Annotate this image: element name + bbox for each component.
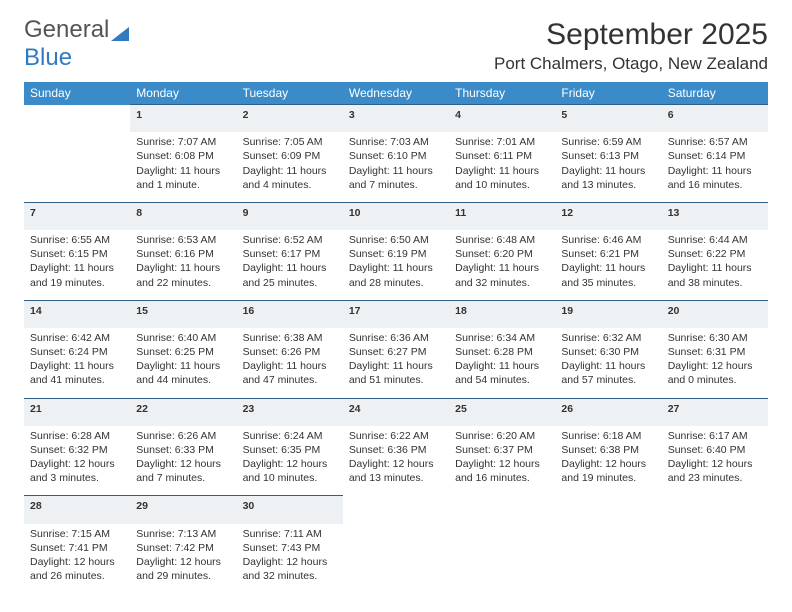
day-cell: Sunrise: 6:42 AMSunset: 6:24 PMDaylight:…	[24, 328, 130, 398]
title-block: September 2025 Port Chalmers, Otago, New…	[494, 18, 768, 74]
page-subtitle: Port Chalmers, Otago, New Zealand	[494, 54, 768, 74]
day-number: 2	[237, 105, 343, 133]
day-number: 17	[343, 300, 449, 328]
day-header: Saturday	[662, 82, 768, 105]
day-cell: Sunrise: 6:20 AMSunset: 6:37 PMDaylight:…	[449, 426, 555, 496]
day-cell: Sunrise: 6:18 AMSunset: 6:38 PMDaylight:…	[555, 426, 661, 496]
day-number: 8	[130, 202, 236, 230]
day-cell: Sunrise: 6:53 AMSunset: 6:16 PMDaylight:…	[130, 230, 236, 300]
day-number-row: 21222324252627	[24, 398, 768, 426]
day-number: 14	[24, 300, 130, 328]
day-number: 6	[662, 105, 768, 133]
day-header: Monday	[130, 82, 236, 105]
day-number: 11	[449, 202, 555, 230]
day-number: 23	[237, 398, 343, 426]
day-cell	[343, 524, 449, 594]
day-cell: Sunrise: 6:52 AMSunset: 6:17 PMDaylight:…	[237, 230, 343, 300]
day-headers-row: SundayMondayTuesdayWednesdayThursdayFrid…	[24, 82, 768, 105]
day-cell: Sunrise: 6:22 AMSunset: 6:36 PMDaylight:…	[343, 426, 449, 496]
day-number: 26	[555, 398, 661, 426]
day-number: 19	[555, 300, 661, 328]
day-cell: Sunrise: 6:24 AMSunset: 6:35 PMDaylight:…	[237, 426, 343, 496]
day-number-row: 78910111213	[24, 202, 768, 230]
day-number: 25	[449, 398, 555, 426]
logo-triangle-icon	[111, 22, 129, 46]
day-cell: Sunrise: 6:50 AMSunset: 6:19 PMDaylight:…	[343, 230, 449, 300]
day-header: Sunday	[24, 82, 130, 105]
day-number: 10	[343, 202, 449, 230]
day-header: Friday	[555, 82, 661, 105]
day-number: 9	[237, 202, 343, 230]
day-number: 7	[24, 202, 130, 230]
day-number: 3	[343, 105, 449, 133]
day-number: 28	[24, 496, 130, 524]
day-number-row: 14151617181920	[24, 300, 768, 328]
day-number: 13	[662, 202, 768, 230]
day-cell: Sunrise: 6:48 AMSunset: 6:20 PMDaylight:…	[449, 230, 555, 300]
calendar-table: SundayMondayTuesdayWednesdayThursdayFrid…	[24, 82, 768, 593]
day-header: Tuesday	[237, 82, 343, 105]
day-cell: Sunrise: 7:11 AMSunset: 7:43 PMDaylight:…	[237, 524, 343, 594]
day-cell: Sunrise: 6:34 AMSunset: 6:28 PMDaylight:…	[449, 328, 555, 398]
day-content-row: Sunrise: 7:15 AMSunset: 7:41 PMDaylight:…	[24, 524, 768, 594]
day-cell: Sunrise: 6:32 AMSunset: 6:30 PMDaylight:…	[555, 328, 661, 398]
day-number: 30	[237, 496, 343, 524]
logo: General Blue	[24, 18, 129, 73]
day-cell: Sunrise: 7:05 AMSunset: 6:09 PMDaylight:…	[237, 132, 343, 202]
day-cell: Sunrise: 6:40 AMSunset: 6:25 PMDaylight:…	[130, 328, 236, 398]
day-cell	[662, 524, 768, 594]
day-number: 4	[449, 105, 555, 133]
day-header: Thursday	[449, 82, 555, 105]
day-number	[24, 105, 130, 133]
day-cell: Sunrise: 6:55 AMSunset: 6:15 PMDaylight:…	[24, 230, 130, 300]
day-number-row: 123456	[24, 105, 768, 133]
day-cell: Sunrise: 6:36 AMSunset: 6:27 PMDaylight:…	[343, 328, 449, 398]
day-cell: Sunrise: 6:57 AMSunset: 6:14 PMDaylight:…	[662, 132, 768, 202]
day-number: 18	[449, 300, 555, 328]
day-content-row: Sunrise: 6:28 AMSunset: 6:32 PMDaylight:…	[24, 426, 768, 496]
day-cell	[24, 132, 130, 202]
header: General Blue September 2025 Port Chalmer…	[24, 18, 768, 74]
day-cell: Sunrise: 6:28 AMSunset: 6:32 PMDaylight:…	[24, 426, 130, 496]
day-number	[449, 496, 555, 524]
day-number	[343, 496, 449, 524]
day-cell: Sunrise: 6:46 AMSunset: 6:21 PMDaylight:…	[555, 230, 661, 300]
day-cell: Sunrise: 6:30 AMSunset: 6:31 PMDaylight:…	[662, 328, 768, 398]
day-cell: Sunrise: 7:15 AMSunset: 7:41 PMDaylight:…	[24, 524, 130, 594]
day-number: 29	[130, 496, 236, 524]
day-cell: Sunrise: 7:01 AMSunset: 6:11 PMDaylight:…	[449, 132, 555, 202]
day-cell	[449, 524, 555, 594]
day-number: 12	[555, 202, 661, 230]
day-number: 20	[662, 300, 768, 328]
day-cell	[555, 524, 661, 594]
page-title: September 2025	[494, 18, 768, 52]
day-cell: Sunrise: 7:07 AMSunset: 6:08 PMDaylight:…	[130, 132, 236, 202]
day-cell: Sunrise: 7:03 AMSunset: 6:10 PMDaylight:…	[343, 132, 449, 202]
day-content-row: Sunrise: 7:07 AMSunset: 6:08 PMDaylight:…	[24, 132, 768, 202]
logo-part2: Blue	[24, 44, 129, 73]
day-cell: Sunrise: 7:13 AMSunset: 7:42 PMDaylight:…	[130, 524, 236, 594]
day-number: 5	[555, 105, 661, 133]
day-number: 27	[662, 398, 768, 426]
day-cell: Sunrise: 6:26 AMSunset: 6:33 PMDaylight:…	[130, 426, 236, 496]
day-number: 16	[237, 300, 343, 328]
logo-part1: General	[24, 16, 109, 43]
day-header: Wednesday	[343, 82, 449, 105]
day-number	[555, 496, 661, 524]
day-number	[662, 496, 768, 524]
day-cell: Sunrise: 6:44 AMSunset: 6:22 PMDaylight:…	[662, 230, 768, 300]
day-cell: Sunrise: 6:17 AMSunset: 6:40 PMDaylight:…	[662, 426, 768, 496]
day-number: 21	[24, 398, 130, 426]
day-cell: Sunrise: 6:38 AMSunset: 6:26 PMDaylight:…	[237, 328, 343, 398]
day-number: 22	[130, 398, 236, 426]
day-content-row: Sunrise: 6:55 AMSunset: 6:15 PMDaylight:…	[24, 230, 768, 300]
day-number: 15	[130, 300, 236, 328]
day-number: 24	[343, 398, 449, 426]
day-cell: Sunrise: 6:59 AMSunset: 6:13 PMDaylight:…	[555, 132, 661, 202]
day-content-row: Sunrise: 6:42 AMSunset: 6:24 PMDaylight:…	[24, 328, 768, 398]
day-number-row: 282930	[24, 496, 768, 524]
day-number: 1	[130, 105, 236, 133]
